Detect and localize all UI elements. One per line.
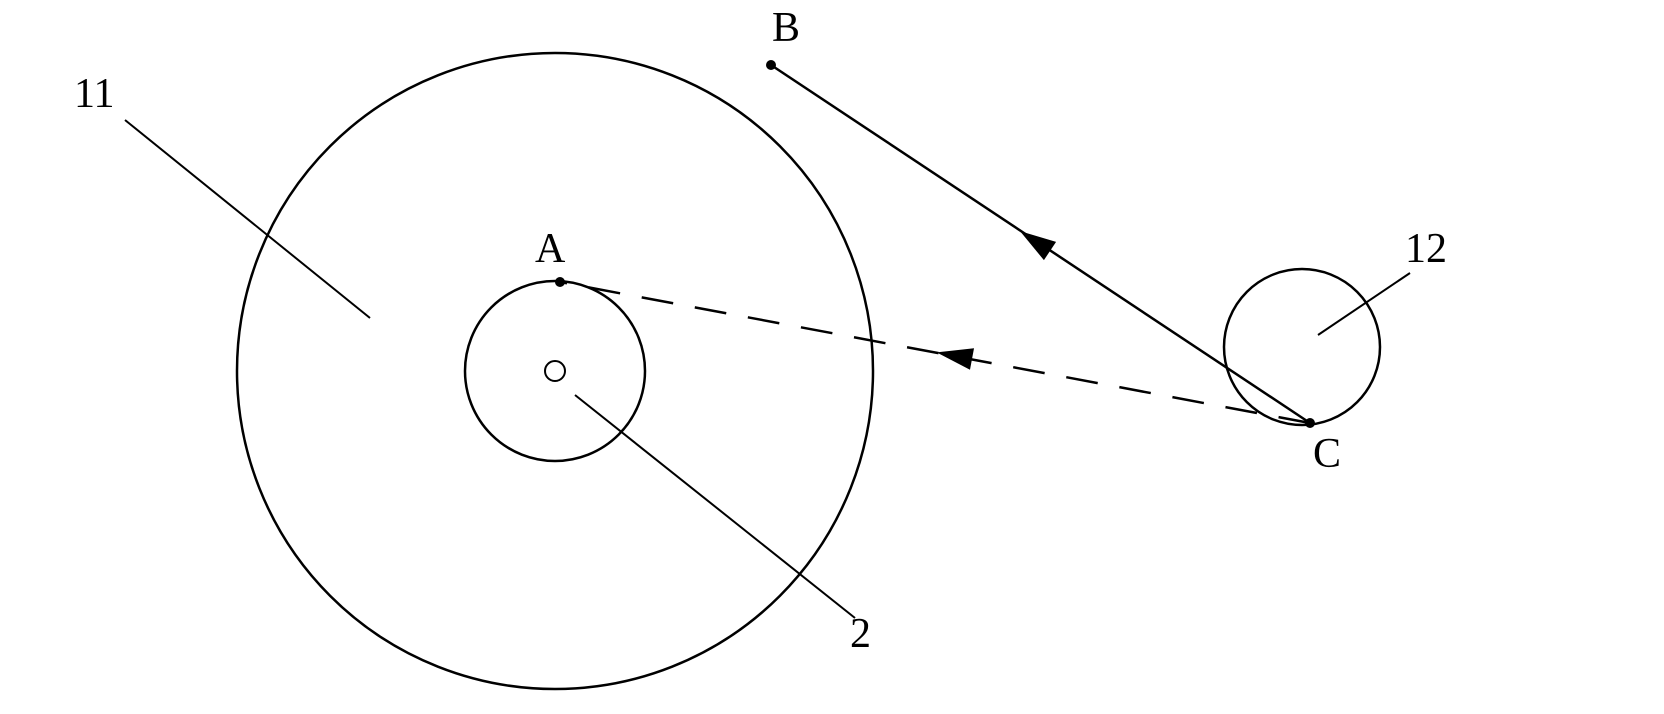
leader-12 bbox=[1318, 273, 1410, 335]
arrow-ca bbox=[935, 342, 974, 370]
label-a: A bbox=[535, 225, 565, 273]
small-circle-12 bbox=[1224, 269, 1380, 425]
center-mark bbox=[545, 361, 565, 381]
large-circle-11 bbox=[237, 53, 873, 689]
label-c: C bbox=[1313, 430, 1341, 478]
line-ca bbox=[560, 282, 1310, 423]
arrow-bc bbox=[1014, 222, 1056, 260]
point-b-dot bbox=[766, 60, 776, 70]
diagram-svg bbox=[0, 0, 1664, 714]
label-11: 11 bbox=[74, 70, 114, 118]
point-a-dot bbox=[555, 277, 565, 287]
inner-circle bbox=[465, 281, 645, 461]
label-12: 12 bbox=[1405, 225, 1447, 273]
label-b: B bbox=[772, 4, 800, 52]
label-2: 2 bbox=[850, 610, 871, 658]
leader-2 bbox=[575, 395, 855, 618]
point-c-dot bbox=[1305, 418, 1315, 428]
